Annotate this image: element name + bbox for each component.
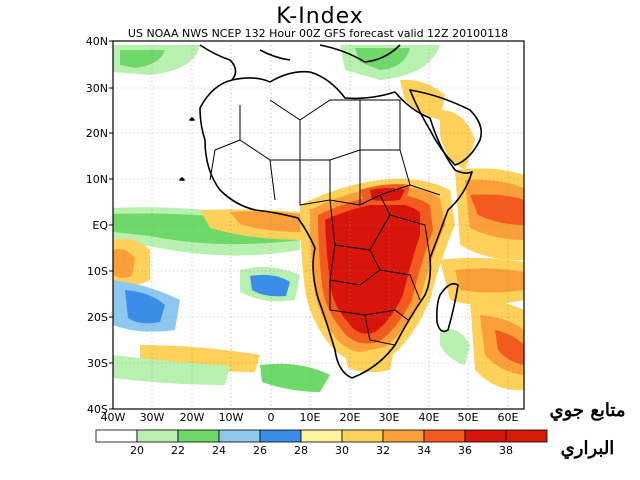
legend-swatch bbox=[218, 429, 261, 443]
country-borders bbox=[209, 99, 441, 346]
watermark-line-1: متابع جوي bbox=[549, 400, 626, 421]
legend-label-24: 24 bbox=[212, 444, 226, 457]
legend-swatch bbox=[259, 429, 302, 443]
legend-swatch bbox=[95, 429, 138, 443]
legend-swatch bbox=[300, 429, 343, 443]
legend-label-36: 36 bbox=[458, 444, 472, 457]
lon-label-30e: 30E bbox=[378, 411, 400, 424]
lon-label-0: 0 bbox=[267, 411, 275, 424]
legend-label-30: 30 bbox=[335, 444, 349, 457]
legend-label-26: 26 bbox=[253, 444, 267, 457]
coastlines bbox=[179, 44, 483, 379]
legend-swatch bbox=[341, 429, 384, 443]
lon-label-10e: 10E bbox=[299, 411, 321, 424]
watermark: متابع جوي البراري bbox=[540, 392, 635, 468]
lon-label-10w: 10W bbox=[218, 411, 244, 424]
lon-label-30w: 30W bbox=[139, 411, 165, 424]
legend-label-34: 34 bbox=[417, 444, 431, 457]
lon-label-60e: 60E bbox=[497, 411, 519, 424]
legend-label-28: 28 bbox=[294, 444, 308, 457]
lat-label-eq: EQ bbox=[92, 219, 108, 232]
legend-label-32: 32 bbox=[376, 444, 390, 457]
legend-swatch bbox=[382, 429, 425, 443]
legend-swatch bbox=[464, 429, 507, 443]
lon-label-20e: 20E bbox=[339, 411, 361, 424]
lon-label-20w: 20W bbox=[179, 411, 205, 424]
axis-ticks bbox=[109, 40, 113, 410]
lon-label-40e: 40E bbox=[418, 411, 440, 424]
lat-label-30s: 30S bbox=[87, 357, 108, 370]
lat-label-30n: 30N bbox=[85, 82, 108, 95]
legend-label-20: 20 bbox=[130, 444, 144, 457]
lat-label-40s: 40S bbox=[87, 403, 108, 416]
lat-label-20n: 20N bbox=[85, 127, 108, 140]
legend-swatch bbox=[423, 429, 466, 443]
lat-label-10n: 10N bbox=[85, 173, 108, 186]
legend-label-22: 22 bbox=[171, 444, 185, 457]
graticule bbox=[113, 41, 524, 409]
lon-label-50e: 50E bbox=[457, 411, 479, 424]
lat-label-10s: 10S bbox=[87, 265, 108, 278]
map-subtitle: US NOAA NWS NCEP 132 Hour 00Z GFS foreca… bbox=[127, 27, 509, 40]
lat-label-20s: 20S bbox=[87, 311, 108, 324]
map-title: K-Index bbox=[276, 4, 364, 29]
legend-swatch bbox=[177, 429, 220, 443]
lat-label-40n: 40N bbox=[85, 35, 108, 48]
legend-swatch bbox=[505, 429, 548, 443]
lon-label-40w: 40W bbox=[100, 411, 126, 424]
legend-swatch bbox=[136, 429, 179, 443]
legend-label-38: 38 bbox=[499, 444, 513, 457]
watermark-line-2: البراري bbox=[560, 438, 615, 459]
